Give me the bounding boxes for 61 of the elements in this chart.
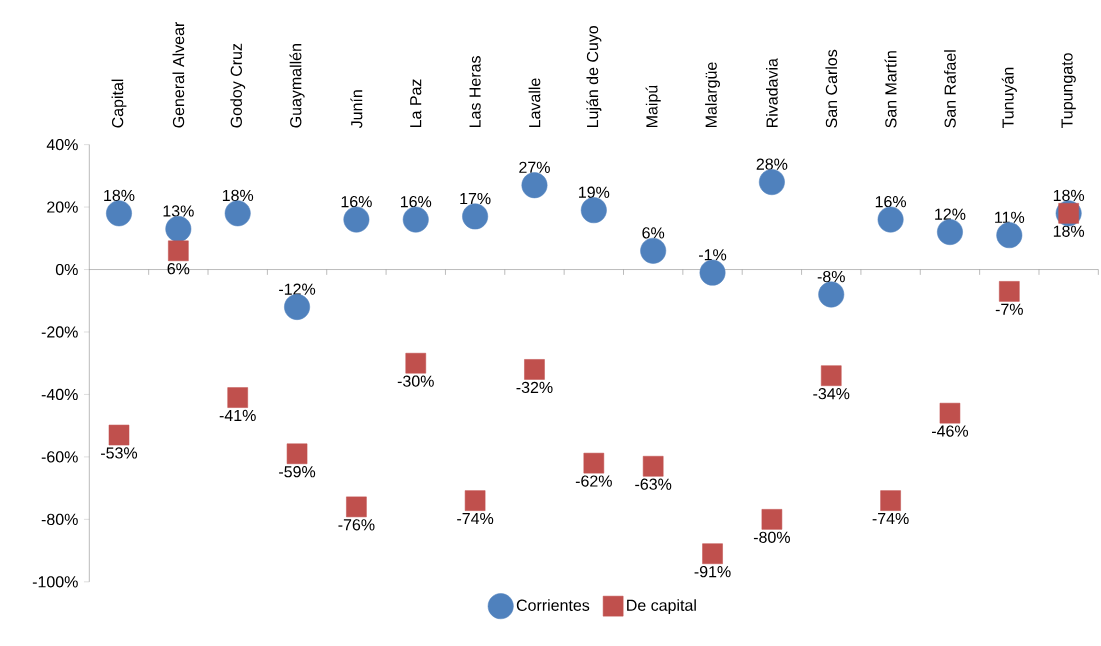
y-tick-label: -40% <box>41 388 78 401</box>
y-tick-label: 40% <box>46 139 78 151</box>
data-label: -91% <box>694 566 731 578</box>
x-tick-label: Tupungato <box>1061 53 1076 129</box>
data-label: 17% <box>460 193 491 205</box>
data-label: -62% <box>575 475 612 487</box>
legend-label: Corrientes <box>516 599 590 611</box>
x-tick-label: Tunuyán <box>1001 67 1017 129</box>
data-label: 16% <box>400 196 432 208</box>
x-tick-label: Las Heras <box>469 56 481 128</box>
data-label: 27% <box>519 161 550 174</box>
data-label: 11% <box>995 211 1025 223</box>
data-label: -76% <box>338 519 375 531</box>
x-tick-label: San Rafael <box>944 50 956 128</box>
data-label: -80% <box>753 531 790 544</box>
y-tick-label: 20% <box>47 201 78 213</box>
x-tick-label: Malargüe <box>705 62 720 128</box>
data-label: 6% <box>642 227 665 239</box>
data-label: -41% <box>219 409 256 422</box>
data-label: -74% <box>457 512 494 525</box>
y-tick-label: 0% <box>55 263 78 276</box>
x-tick-label: General Alvear <box>172 22 185 128</box>
legend-label: De capital <box>627 599 696 615</box>
x-tick-label: Junín <box>350 90 363 129</box>
x-tick-label: Guaymallén <box>289 44 305 128</box>
data-label: -1% <box>699 249 727 261</box>
x-tick-label: La Paz <box>410 79 422 128</box>
x-tick-label: San Martín <box>884 51 897 128</box>
y-tick-label: -80% <box>41 513 78 526</box>
data-label: 6% <box>167 263 190 275</box>
x-tick-label: San Carlos <box>825 49 838 128</box>
data-label: 19% <box>579 186 610 199</box>
data-label: 12% <box>935 208 966 220</box>
data-label: -59% <box>279 466 316 478</box>
x-tick-label: Lavalle <box>528 78 541 128</box>
data-label: 18% <box>1053 189 1085 202</box>
data-label: 18% <box>104 189 135 202</box>
data-label: -12% <box>279 283 316 295</box>
data-label: -34% <box>813 388 850 400</box>
data-label: 16% <box>341 196 372 208</box>
data-label: -46% <box>931 425 969 437</box>
y-tick-label: -60% <box>41 451 78 463</box>
data-label: 18% <box>222 189 254 202</box>
data-label: 16% <box>875 196 907 208</box>
data-label: -53% <box>101 447 138 459</box>
data-label: -74% <box>872 512 909 525</box>
data-label: 28% <box>756 158 788 170</box>
x-tick-label: Godoy Cruz <box>230 43 246 128</box>
data-label: 18% <box>1053 225 1085 237</box>
data-label: 13% <box>163 205 194 217</box>
data-label: -30% <box>397 375 434 387</box>
data-label: -8% <box>817 271 845 283</box>
y-tick-label: -100% <box>32 576 78 588</box>
x-tick-label: Maipú <box>645 85 661 128</box>
x-tick-label: Luján de Cuyo <box>586 26 602 128</box>
data-label: -7% <box>995 303 1023 315</box>
data-label: -63% <box>635 478 672 490</box>
data-label: -32% <box>516 381 553 394</box>
x-tick-label: Rivadavia <box>766 58 778 128</box>
x-tick-label: Capital <box>111 79 127 128</box>
y-tick-label: -20% <box>41 326 78 338</box>
